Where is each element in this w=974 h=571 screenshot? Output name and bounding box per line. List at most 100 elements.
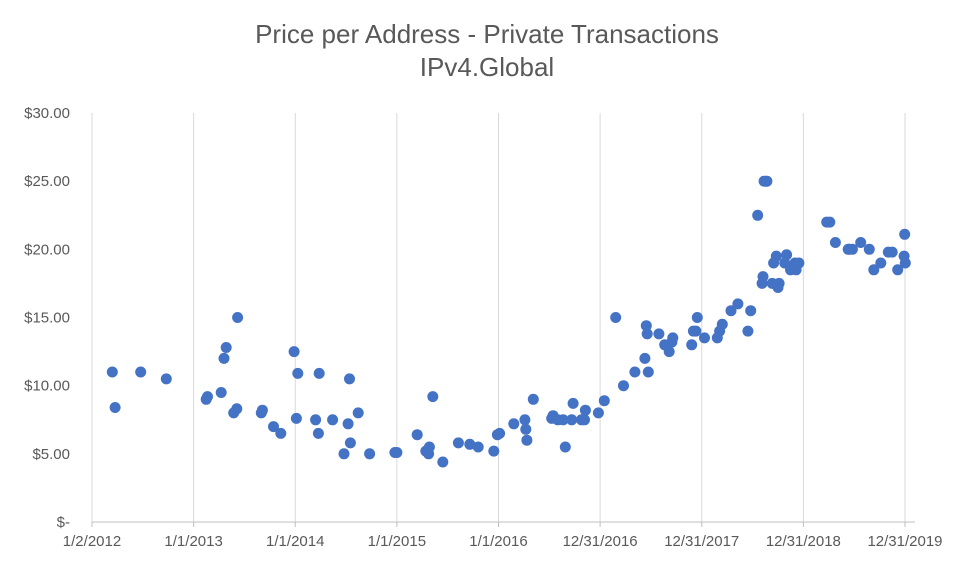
- x-axis-tick-labels: 1/2/2012 1/1/2013 1/1/2014 1/1/2015 1/1/2016…: [63, 533, 943, 550]
- x-tick-label: 1/2/2012: [63, 533, 121, 550]
- data-point: [663, 346, 675, 358]
- data-point: [364, 448, 376, 460]
- chart-title-block: Price per Address - Private Transactions…: [0, 18, 974, 84]
- data-point: [464, 438, 476, 450]
- y-tick-label: $15.00: [24, 310, 70, 327]
- data-point: [781, 249, 793, 261]
- data-point: [312, 427, 324, 439]
- data-point: [559, 441, 571, 453]
- data-point: [202, 391, 213, 403]
- data-point: [855, 237, 867, 248]
- data-point: [892, 264, 904, 276]
- data-point: [218, 352, 230, 364]
- x-tick-label: 12/31/2019: [867, 533, 942, 550]
- data-point: [757, 271, 769, 283]
- data-point: [527, 393, 539, 405]
- data-point: [135, 366, 147, 378]
- data-point: [557, 414, 569, 426]
- data-point: [773, 277, 785, 289]
- data-point: [313, 367, 325, 379]
- data-point: [641, 328, 653, 340]
- data-point: [391, 447, 403, 458]
- data-point: [579, 404, 591, 416]
- x-tick-label: 12/31/2017: [664, 533, 739, 550]
- data-point: [494, 427, 506, 439]
- data-point: [691, 312, 703, 323]
- data-point: [437, 456, 449, 468]
- data-point: [160, 373, 172, 385]
- x-tick-label: 1/1/2014: [266, 533, 324, 550]
- data-point: [863, 243, 875, 255]
- data-points: [106, 175, 911, 468]
- y-tick-label: $20.00: [24, 241, 70, 258]
- data-point: [579, 414, 590, 426]
- data-point: [521, 434, 533, 446]
- y-tick-label: $10.00: [24, 378, 70, 395]
- chart-subtitle: IPv4.Global: [419, 52, 555, 82]
- data-point: [488, 445, 500, 457]
- data-point: [344, 437, 356, 449]
- data-point: [793, 257, 805, 269]
- data-point: [567, 397, 579, 409]
- data-point: [292, 367, 304, 379]
- data-point: [690, 325, 702, 337]
- data-point: [508, 418, 520, 430]
- data-point: [770, 250, 782, 262]
- data-point: [472, 441, 484, 453]
- data-point: [452, 437, 464, 449]
- data-point: [639, 352, 651, 364]
- data-point: [699, 332, 710, 344]
- data-point: [742, 325, 754, 337]
- data-point: [642, 366, 654, 378]
- data-point: [231, 403, 243, 415]
- data-point: [846, 243, 858, 255]
- data-point: [106, 366, 118, 378]
- data-point: [109, 402, 121, 413]
- data-point: [342, 418, 354, 430]
- axes: [91, 113, 915, 527]
- y-tick-label: $-: [57, 514, 70, 531]
- data-point: [667, 332, 679, 344]
- data-point: [886, 246, 898, 258]
- x-tick-label: 1/1/2016: [469, 533, 527, 550]
- data-point: [520, 423, 532, 435]
- y-tick-label: $25.00: [24, 173, 70, 190]
- data-point: [761, 175, 773, 187]
- data-point: [327, 414, 339, 426]
- data-point: [592, 407, 604, 419]
- data-point: [268, 421, 279, 433]
- data-point: [732, 298, 744, 310]
- data-point: [290, 412, 302, 424]
- data-point: [519, 414, 531, 426]
- data-point: [618, 380, 629, 392]
- data-point: [824, 216, 836, 228]
- data-point: [275, 427, 287, 439]
- x-tick-label: 12/31/2018: [766, 533, 841, 550]
- x-tick-label: 1/1/2013: [164, 533, 222, 550]
- chart-title: Price per Address - Private Transactions: [255, 19, 719, 49]
- data-point: [752, 209, 764, 221]
- data-point: [716, 318, 728, 330]
- data-point: [352, 407, 364, 419]
- data-point: [598, 395, 610, 407]
- data-point: [629, 366, 641, 378]
- data-point: [640, 320, 652, 332]
- data-point: [610, 312, 622, 323]
- data-point: [899, 228, 911, 240]
- data-point: [686, 339, 698, 351]
- data-point: [338, 448, 350, 460]
- y-axis-tick-labels: $- $5.00 $10.00 $15.00 $20.00 $25.00 $30.00: [24, 105, 70, 531]
- gridlines: [91, 113, 906, 522]
- y-tick-label: $5.00: [32, 446, 70, 463]
- data-point: [310, 414, 322, 426]
- data-point: [566, 414, 578, 426]
- data-point: [829, 237, 841, 248]
- data-point: [344, 373, 355, 385]
- data-point: [232, 312, 244, 323]
- data-point: [427, 391, 439, 403]
- y-tick-label: $30.00: [24, 105, 70, 122]
- data-point: [875, 257, 887, 269]
- data-point: [868, 264, 880, 276]
- data-point: [215, 387, 227, 398]
- data-point: [745, 305, 757, 317]
